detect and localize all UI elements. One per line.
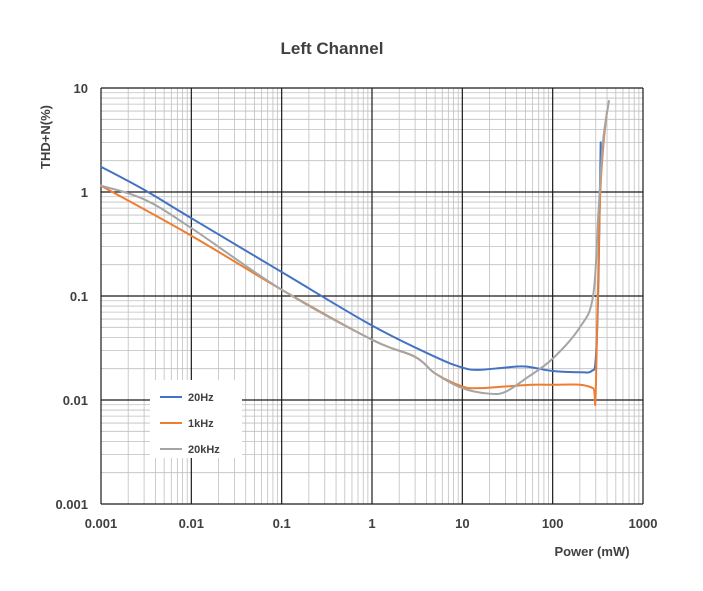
x-tick-label: 0.01 <box>179 516 204 531</box>
x-tick-label: 0.001 <box>85 516 118 531</box>
x-tick-label: 1000 <box>629 516 658 531</box>
y-tick-label: 10 <box>74 81 88 96</box>
legend-label-20khz: 20kHz <box>188 444 220 456</box>
grid <box>100 87 644 505</box>
legend-label-1khz: 1kHz <box>188 418 214 430</box>
chart-title: Left Channel <box>281 39 384 58</box>
x-tick-label: 1 <box>368 516 375 531</box>
y-axis-ticks: 10 1 0.1 0.01 0.001 <box>55 81 88 512</box>
legend: 20Hz 1kHz 20kHz <box>150 380 242 458</box>
x-tick-label: 100 <box>542 516 564 531</box>
y-tick-label: 0.1 <box>70 289 88 304</box>
series-line-20khz <box>100 99 610 396</box>
legend-label-20hz: 20Hz <box>188 392 214 404</box>
y-tick-label: 0.001 <box>55 497 88 512</box>
y-tick-label: 1 <box>81 185 88 200</box>
x-tick-label: 0.1 <box>273 516 291 531</box>
legend-box <box>150 380 242 458</box>
y-axis-label: THD+N(%) <box>38 105 53 169</box>
x-axis-ticks: 0.001 0.01 0.1 1 10 100 1000 <box>85 516 658 531</box>
series-line-1khz <box>100 110 609 406</box>
x-axis-label: Power (mW) <box>554 544 629 559</box>
series-lines <box>100 99 610 406</box>
y-tick-label: 0.01 <box>63 393 88 408</box>
x-tick-label: 10 <box>455 516 469 531</box>
